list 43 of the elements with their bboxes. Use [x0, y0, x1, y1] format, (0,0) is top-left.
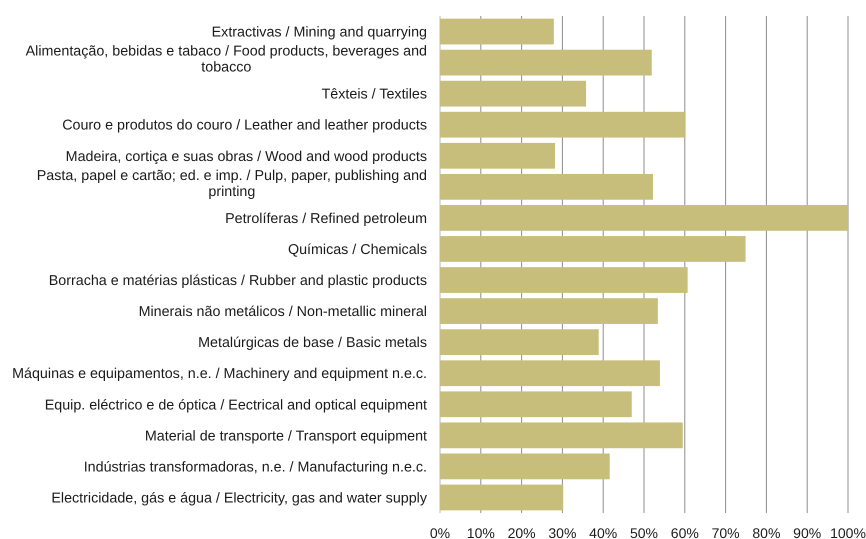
bar [440, 391, 632, 418]
bar [440, 298, 658, 324]
x-tick-label: 10% [466, 525, 495, 539]
bar [440, 174, 653, 200]
bar [440, 142, 556, 169]
y-tick-label: Alimentação, bebidas e tabaco / Food products, beverages and tobacco [26, 44, 428, 76]
x-tick-label: 20% [508, 525, 536, 539]
y-tick-label: Material de transporte / Transport equipment [144, 428, 428, 444]
bar [440, 360, 660, 386]
bar [440, 50, 652, 76]
x-tick-label: 40% [589, 525, 618, 539]
y-tick-label: Madeira, cortiça e suas obras / Wood and wood products [66, 148, 427, 165]
bar [440, 267, 688, 293]
x-tick-label: 90% [793, 525, 822, 539]
bar [440, 205, 848, 231]
bar [440, 236, 746, 262]
y-tick-label: Têxteis / Textiles [322, 86, 427, 103]
bar [440, 484, 564, 510]
x-tick-label: 50% [630, 525, 658, 539]
bar [440, 454, 610, 480]
bar [440, 422, 683, 448]
bar [440, 80, 586, 107]
y-tick-label: Equip. eléctrico e de óptica / Eectrical and optical equipment [44, 397, 428, 414]
y-tick-label: Máquinas e equipamentos, n.e. / Machinery and equipment n.e.c. [12, 366, 427, 382]
x-tick-label: 30% [548, 525, 576, 539]
y-tick-label: Minerais não metálicos / Non-metallic mineral [138, 304, 427, 320]
bar [440, 112, 686, 138]
y-tick-label: Metalúrgicas de base / Basic metals [198, 335, 427, 352]
x-tick-label: 100% [830, 525, 866, 539]
y-tick-label: Borracha e matérias plásticas / Rubber and plastic products [48, 273, 427, 290]
y-tick-label: Químicas / Chemicals [288, 242, 427, 258]
bar [440, 329, 599, 356]
x-tick-label: 70% [712, 525, 740, 539]
x-tick-label: 60% [670, 525, 699, 539]
x-tick-label: 80% [752, 525, 780, 539]
y-tick-label: Couro e produtos do couro / Leather and leather products [62, 118, 427, 134]
bar [440, 18, 554, 44]
x-tick-label: 0% [430, 525, 450, 539]
y-tick-label: Extractivas / Mining and quarrying [212, 24, 428, 41]
y-tick-label: Pasta, papel e cartão; ed. e imp. / Pulp, paper, publishing and printing [36, 168, 428, 200]
y-tick-label: Petrolíferas / Refined petroleum [225, 210, 427, 227]
y-tick-label: Electricidade, gás e água / Electricity, gas and water supply [51, 490, 428, 506]
y-tick-label: Indústrias transformadoras, n.e. / Manufacturing n.e.c. [84, 459, 427, 476]
